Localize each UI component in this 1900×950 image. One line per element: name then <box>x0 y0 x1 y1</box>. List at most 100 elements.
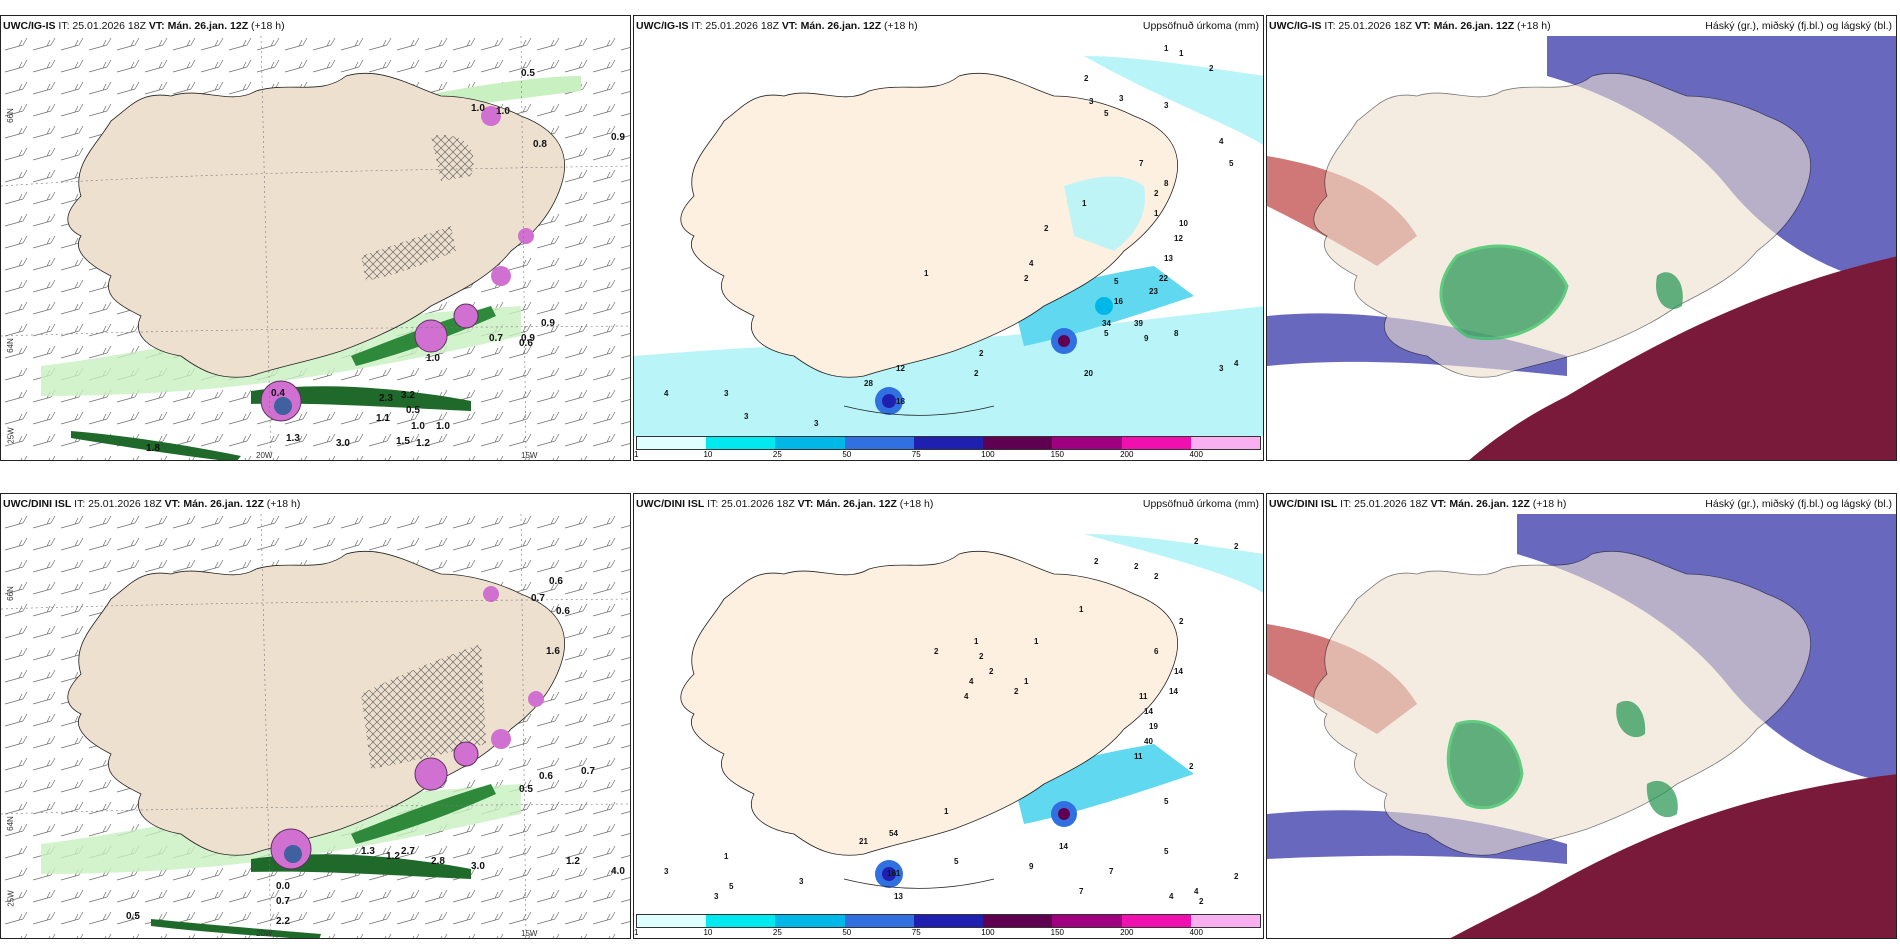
latitude-label: 66N <box>5 586 15 601</box>
colorbar-swatch <box>637 437 707 449</box>
value-label: 1.0 <box>426 353 440 364</box>
value-label: 1 <box>1164 44 1169 53</box>
colorbar-tick-label: 400 <box>1189 928 1203 937</box>
longitude-label: 20W <box>256 451 273 460</box>
colorbar-swatch <box>775 437 845 449</box>
panel-header: UWC/IG-IS IT: 25.01.2026 18Z VT: Mán. 26… <box>634 16 1263 36</box>
valid-label: VT: <box>1430 498 1447 510</box>
value-label: 0.6 <box>549 576 563 587</box>
valid-time: Mán. 26.jan. 12Z <box>167 20 249 32</box>
value-label: 0.9 <box>541 318 555 329</box>
value-label: 3 <box>724 389 729 398</box>
valid-time: Mán. 26.jan. 12Z <box>1433 20 1515 32</box>
cloud-cover-map <box>1267 514 1896 938</box>
colorbar-tick-label: 1 <box>634 928 639 937</box>
value-label: 2 <box>1179 617 1184 626</box>
panel-title: Háský (gr.), miðský (fj.bl.) og lágský (… <box>1705 20 1892 32</box>
colorbar-tick-label: 75 <box>911 450 921 459</box>
valid-time: Mán. 26.jan. 12Z <box>800 20 882 32</box>
precipitation-map: 1 1 2 2 3 3 5 3 4 5 8 7 1 2 1 10 12 13 4… <box>634 36 1263 441</box>
value-label: 0.6 <box>539 771 553 782</box>
colorbar-swatch <box>983 915 1053 927</box>
colorbar-swatch <box>1052 437 1122 449</box>
value-label: 4 <box>969 677 974 686</box>
value-label: 2 <box>1094 557 1099 566</box>
value-label: 2.7 <box>401 846 415 857</box>
init-time: IT: 25.01.2026 18Z <box>74 498 162 510</box>
lead-time: (+18 h) <box>266 498 301 510</box>
lead-time: (+18 h) <box>884 20 918 32</box>
init-time: IT: 25.01.2026 18Z <box>58 20 146 32</box>
model-name: UWC/IG-IS <box>1269 20 1322 32</box>
panel-header: UWC/DINI ISL IT: 25.01.2026 18Z VT: Mán.… <box>634 494 1263 514</box>
colorbar-swatch <box>637 915 707 927</box>
colorbar-swatch <box>706 915 776 927</box>
value-label: 4 <box>1194 887 1199 896</box>
value-label: 5 <box>1104 109 1109 118</box>
value-label: 3 <box>1119 94 1124 103</box>
panel-bottom-middle: UWC/DINI ISL IT: 25.01.2026 18Z VT: Mán.… <box>633 493 1264 939</box>
value-label: 9 <box>1029 862 1034 871</box>
colorbar-swatch <box>775 915 845 927</box>
valid-time: Mán. 26.jan. 12Z <box>816 498 897 510</box>
colorbar-swatch <box>913 437 984 449</box>
model-name: UWC/DINI ISL <box>636 498 705 510</box>
panel-top-left: UWC/IG-IS IT: 25.01.2026 18Z VT: Mán. 26… <box>0 15 631 461</box>
value-label: 16 <box>1114 297 1123 306</box>
value-label: 5 <box>1164 847 1169 856</box>
value-label: 14 <box>1144 707 1153 716</box>
value-label: 2 <box>1199 897 1204 906</box>
value-label: 34 <box>1102 319 1111 328</box>
value-label: 0.6 <box>556 606 570 617</box>
value-label: 1.0 <box>496 106 510 117</box>
value-label: 0.5 <box>521 68 535 79</box>
value-label: 2 <box>974 369 979 378</box>
value-label: 3.0 <box>471 861 485 872</box>
value-label: 0.7 <box>276 896 290 907</box>
value-label: 4.0 <box>611 866 625 877</box>
value-label: 5 <box>729 882 734 891</box>
colorbar: 1 10 25 50 75 100 150 200 400 <box>634 914 1261 937</box>
colorbar-tick-label: 10 <box>703 450 713 459</box>
value-label: 2.3 <box>379 393 393 404</box>
init-time: IT: 25.01.2026 18Z <box>1324 20 1412 32</box>
value-label: 0.7 <box>489 333 503 344</box>
latitude-label: 64N <box>5 338 15 353</box>
value-label: 3 <box>744 412 749 421</box>
value-label: 0.4 <box>271 388 285 399</box>
value-label: 2 <box>1209 64 1214 73</box>
value-label: 2 <box>979 349 984 358</box>
value-label: 0.6 <box>519 338 533 349</box>
value-label: 1 <box>944 807 949 816</box>
panel-title: Uppsöfnuð úrkoma (mm) <box>1142 498 1259 510</box>
value-label: 3 <box>664 867 669 876</box>
valid-label: VT: <box>781 20 798 32</box>
lead-time: (+18 h) <box>251 20 285 32</box>
value-label: 23 <box>1149 287 1158 296</box>
value-label: 28 <box>864 379 873 388</box>
value-label: 4 <box>1219 137 1224 146</box>
value-label: 0.9 <box>521 333 535 344</box>
value-label: 8 <box>1164 179 1169 188</box>
value-label: 2 <box>1014 687 1019 696</box>
value-label: 1.3 <box>361 846 375 857</box>
colorbar-tick-label: 25 <box>772 450 782 459</box>
value-label: 4 <box>1029 259 1034 268</box>
colorbar-ticks: 1 10 25 50 75 100 150 200 400 <box>634 928 1261 938</box>
lead-time: (+18 h) <box>1517 20 1551 32</box>
value-label: 3 <box>1089 97 1094 106</box>
value-label: 2 <box>1234 872 1239 881</box>
lead-time: (+18 h) <box>1532 498 1567 510</box>
value-label: 3.2 <box>401 390 415 401</box>
value-label: 39 <box>1134 319 1143 328</box>
value-label: 2 <box>934 647 939 656</box>
value-label: 1.1 <box>376 413 390 424</box>
init-time: IT: 25.01.2026 18Z <box>691 20 779 32</box>
value-label: 2 <box>1084 74 1089 83</box>
colorbar-swatch <box>706 437 776 449</box>
value-label: 2 <box>1189 762 1194 771</box>
value-label: 3 <box>814 419 819 428</box>
panel-header: UWC/IG-IS IT: 25.01.2026 18Z VT: Mán. 26… <box>1 16 630 36</box>
latitude-label: 64N <box>5 816 15 831</box>
value-label: 1.6 <box>546 646 560 657</box>
